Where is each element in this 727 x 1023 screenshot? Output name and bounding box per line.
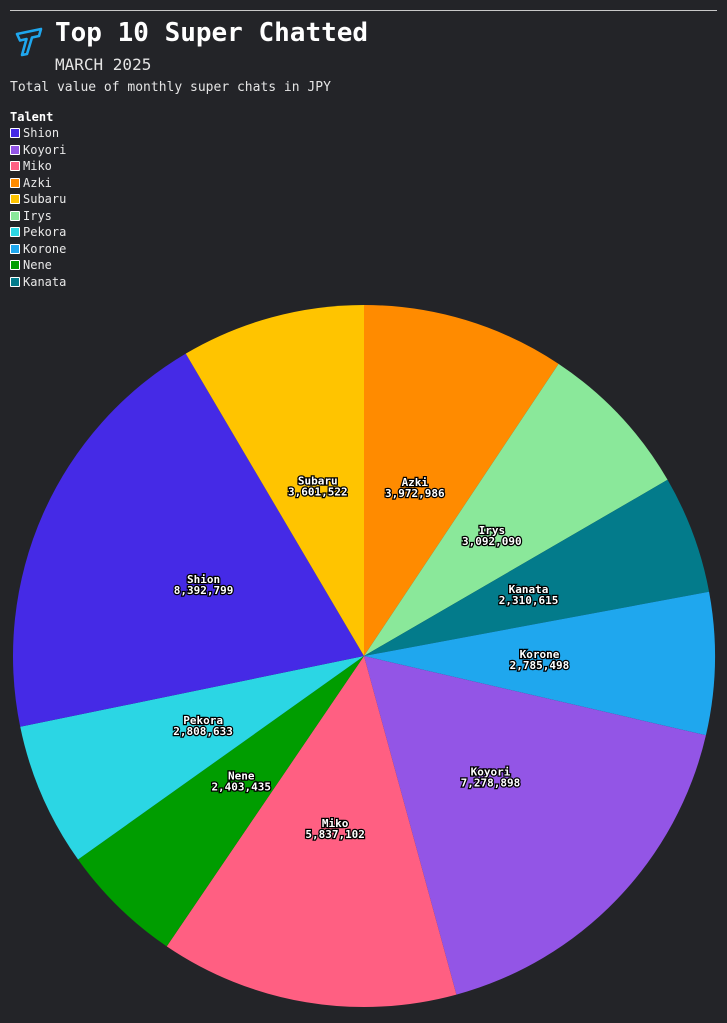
legend-label: Shion (23, 126, 60, 141)
slice-label-name: Kanata (509, 583, 549, 596)
legend-label: Kanata (23, 274, 67, 289)
legend-swatch (10, 128, 20, 139)
slice-label-value: 7,278,898 (461, 777, 521, 790)
legend-item-korone[interactable]: Korone (10, 241, 66, 258)
legend-swatch (10, 276, 20, 287)
pie-slice-shion[interactable] (13, 353, 365, 727)
slice-label-value: 3,972,986 (385, 487, 445, 500)
slice-label-name: Pekora (183, 714, 223, 727)
pie-slice-irys[interactable] (364, 363, 668, 656)
pie-slice-miko[interactable] (166, 656, 457, 1008)
slice-label-value: 5,837,102 (305, 828, 365, 841)
legend-label: Nene (23, 258, 52, 273)
legend-item-shion[interactable]: Shion (10, 125, 66, 142)
slice-label-name: Koyori (471, 766, 511, 779)
pie-slice-subaru[interactable] (185, 305, 364, 656)
legend-swatch (10, 144, 20, 155)
pie-slice-korone[interactable] (364, 591, 715, 736)
legend-swatch (10, 194, 20, 205)
slice-label-value: 2,310,615 (499, 594, 559, 607)
chart-caption: Total value of monthly super chats in JP… (10, 80, 331, 95)
legend-label: Pekora (23, 225, 67, 240)
legend-swatch (10, 210, 20, 221)
pie-slice-nene[interactable] (78, 656, 364, 947)
slice-label-value: 3,601,522 (288, 486, 348, 499)
pie-slice-pekora[interactable] (20, 656, 365, 860)
legend: Talent Shion Koyori Miko Azki Subaru Iry… (10, 109, 66, 290)
legend-item-irys[interactable]: Irys (10, 208, 66, 225)
slice-label-name: Irys (479, 524, 506, 537)
page-subtitle: MARCH 2025 (55, 55, 152, 74)
slice-label-value: 3,092,090 (462, 535, 522, 548)
legend-label: Koyori (23, 142, 67, 157)
legend-item-kanata[interactable]: Kanata (10, 274, 66, 291)
legend-label: Subaru (23, 192, 67, 207)
legend-swatch (10, 161, 20, 172)
legend-label: Irys (23, 208, 52, 223)
legend-label: Miko (23, 159, 52, 174)
slice-label-name: Korone (520, 648, 560, 661)
legend-item-miko[interactable]: Miko (10, 158, 66, 175)
slice-label-value: 2,403,435 (211, 780, 271, 793)
legend-item-nene[interactable]: Nene (10, 257, 66, 274)
logo-icon (15, 27, 43, 57)
pie-slice-azki[interactable] (364, 305, 559, 656)
legend-title: Talent (10, 110, 54, 124)
slice-label-name: Nene (228, 769, 255, 782)
slice-label-name: Subaru (298, 475, 338, 488)
legend-item-koyori[interactable]: Koyori (10, 142, 66, 159)
page-title: Top 10 Super Chatted (55, 18, 369, 48)
legend-swatch (10, 260, 20, 271)
legend-swatch (10, 177, 20, 188)
slice-label-value: 2,808,633 (173, 725, 233, 738)
pie-slice-kanata[interactable] (364, 479, 710, 656)
legend-label: Azki (23, 175, 52, 190)
top-divider (10, 10, 717, 11)
slice-label-value: 8,392,799 (174, 584, 234, 597)
legend-item-subaru[interactable]: Subaru (10, 191, 66, 208)
legend-swatch (10, 227, 20, 238)
legend-label: Korone (23, 241, 67, 256)
slice-label-name: Azki (402, 476, 429, 489)
pie-slice-koyori[interactable] (364, 656, 706, 995)
slice-label-name: Shion (187, 573, 220, 586)
slice-label-value: 2,785,498 (510, 659, 570, 672)
legend-item-pekora[interactable]: Pekora (10, 224, 66, 241)
legend-item-azki[interactable]: Azki (10, 175, 66, 192)
legend-swatch (10, 243, 20, 254)
slice-label-name: Miko (322, 817, 349, 830)
